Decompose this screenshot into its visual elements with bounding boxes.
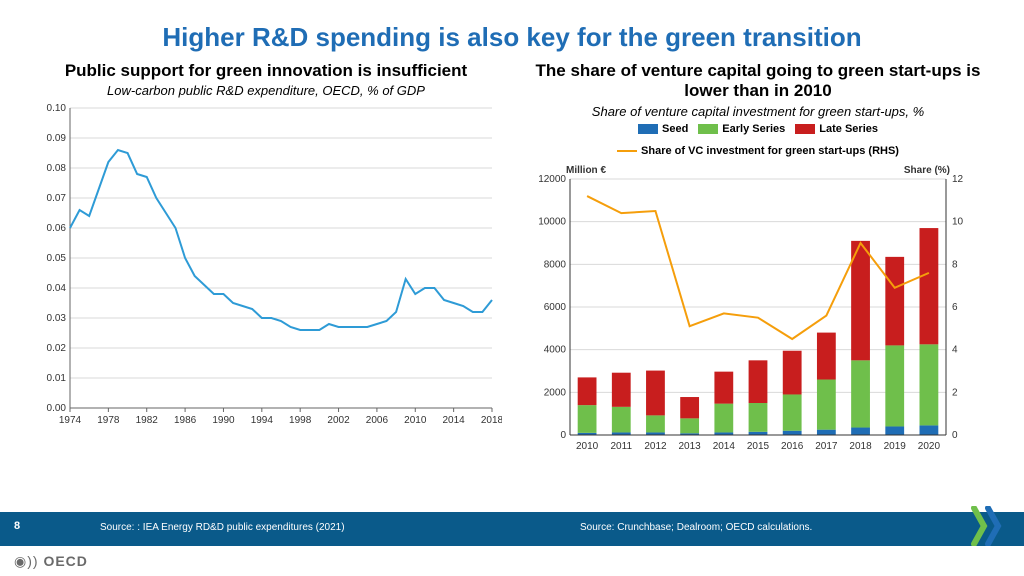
svg-text:1974: 1974 <box>59 415 82 426</box>
svg-text:0.10: 0.10 <box>47 103 67 114</box>
svg-text:1998: 1998 <box>289 415 312 426</box>
svg-text:2000: 2000 <box>544 387 567 398</box>
svg-text:2: 2 <box>952 387 958 398</box>
svg-text:4: 4 <box>952 344 958 355</box>
svg-text:0.08: 0.08 <box>47 163 67 174</box>
svg-text:Million €: Million € <box>566 165 606 176</box>
legend-seed: Seed <box>638 123 688 135</box>
svg-text:2019: 2019 <box>884 441 907 452</box>
svg-text:0.04: 0.04 <box>47 283 67 294</box>
svg-text:1978: 1978 <box>97 415 120 426</box>
left-chart-svg: 0.00 0.01 0.02 0.03 0.04 0.05 0.06 0.07 0.08 0.09… <box>30 102 502 432</box>
svg-text:1986: 1986 <box>174 415 197 426</box>
svg-text:2013: 2013 <box>679 441 702 452</box>
svg-text:0: 0 <box>952 430 958 441</box>
oecd-logo: ◉)) OECD <box>14 553 88 570</box>
svg-text:10000: 10000 <box>538 216 566 227</box>
svg-text:12000: 12000 <box>538 174 566 185</box>
svg-text:8000: 8000 <box>544 259 567 270</box>
legend-early-label: Early Series <box>722 123 785 135</box>
svg-text:0: 0 <box>560 430 566 441</box>
right-chart-col: The share of venture capital going to gr… <box>522 61 994 464</box>
svg-text:0.01: 0.01 <box>47 373 67 384</box>
svg-text:0.05: 0.05 <box>47 253 67 264</box>
svg-text:2002: 2002 <box>327 415 350 426</box>
svg-text:2017: 2017 <box>815 441 838 452</box>
left-chart-col: Public support for green innovation is i… <box>30 61 502 464</box>
svg-text:2010: 2010 <box>404 415 427 426</box>
svg-text:10: 10 <box>952 216 964 227</box>
slide-root: Higher R&D spending is also key for the … <box>0 0 1024 576</box>
svg-text:1994: 1994 <box>251 415 274 426</box>
svg-text:0.07: 0.07 <box>47 193 67 204</box>
svg-text:2014: 2014 <box>443 415 466 426</box>
legend-share-label: Share of VC investment for green start-u… <box>641 145 899 157</box>
svg-text:2020: 2020 <box>918 441 941 452</box>
svg-text:0.09: 0.09 <box>47 133 67 144</box>
oecd-globe-icon: ◉)) <box>14 553 39 569</box>
right-chart-legend: Seed Early Series Late Series Share of V… <box>522 123 994 157</box>
legend-share: Share of VC investment for green start-u… <box>617 145 899 157</box>
svg-text:2016: 2016 <box>781 441 804 452</box>
charts-row: Public support for green innovation is i… <box>0 53 1024 464</box>
oecd-logo-text: OECD <box>43 553 87 569</box>
svg-text:1990: 1990 <box>212 415 235 426</box>
svg-text:2012: 2012 <box>644 441 667 452</box>
right-chart-subtitle: Share of venture capital investment for … <box>522 104 994 119</box>
legend-late: Late Series <box>795 123 878 135</box>
svg-text:2011: 2011 <box>611 441 633 452</box>
right-chart-svg: Million € Share (%) 0 2000 4000 6000 8000 10000… <box>522 159 994 459</box>
left-chart-subtitle: Low-carbon public R&D expenditure, OECD,… <box>30 83 502 98</box>
legend-late-label: Late Series <box>819 123 878 135</box>
legend-seed-label: Seed <box>662 123 688 135</box>
svg-text:2015: 2015 <box>747 441 770 452</box>
svg-text:Share (%): Share (%) <box>904 165 950 176</box>
svg-text:8: 8 <box>952 259 958 270</box>
footer-source-right: Source: Crunchbase; Dealroom; OECD calcu… <box>580 522 812 533</box>
svg-text:0.06: 0.06 <box>47 223 67 234</box>
svg-text:4000: 4000 <box>544 344 567 355</box>
svg-text:6: 6 <box>952 302 958 313</box>
svg-text:2006: 2006 <box>366 415 389 426</box>
svg-text:0.02: 0.02 <box>47 343 67 354</box>
svg-text:2018: 2018 <box>481 415 502 426</box>
svg-text:1982: 1982 <box>136 415 159 426</box>
svg-text:6000: 6000 <box>544 302 567 313</box>
left-chart-title: Public support for green innovation is i… <box>30 61 502 81</box>
page-title: Higher R&D spending is also key for the … <box>0 0 1024 53</box>
page-number: 8 <box>14 520 20 532</box>
svg-text:2018: 2018 <box>849 441 872 452</box>
legend-early: Early Series <box>698 123 785 135</box>
footer-band: Source: : IEA Energy RD&D public expendi… <box>0 512 1024 546</box>
svg-text:0.03: 0.03 <box>47 313 67 324</box>
svg-text:0.00: 0.00 <box>47 403 67 414</box>
oecd-chevron-icon <box>970 506 1010 546</box>
svg-text:12: 12 <box>952 174 964 185</box>
right-chart-title: The share of venture capital going to gr… <box>522 61 994 102</box>
svg-text:2014: 2014 <box>713 441 736 452</box>
footer-source-left: Source: : IEA Energy RD&D public expendi… <box>100 522 345 533</box>
svg-text:2010: 2010 <box>576 441 599 452</box>
